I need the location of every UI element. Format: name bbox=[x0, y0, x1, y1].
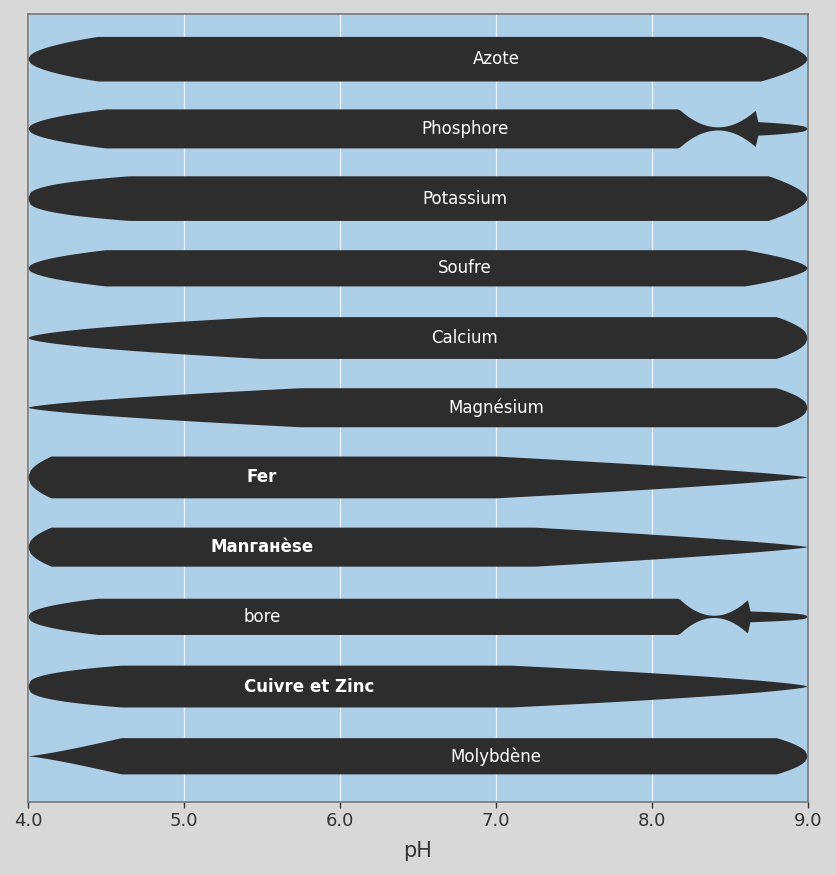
Polygon shape bbox=[28, 457, 808, 499]
Polygon shape bbox=[28, 250, 808, 286]
Polygon shape bbox=[28, 666, 808, 708]
Polygon shape bbox=[28, 528, 808, 567]
Polygon shape bbox=[28, 176, 808, 220]
Polygon shape bbox=[28, 317, 808, 359]
Polygon shape bbox=[28, 37, 808, 81]
Text: Molybdène: Molybdène bbox=[451, 747, 542, 766]
Text: Calcium: Calcium bbox=[431, 329, 498, 347]
Text: Cuivre et Zinc: Cuivre et Zinc bbox=[243, 677, 374, 696]
Text: Phosphore: Phosphore bbox=[421, 120, 508, 138]
Text: Soufre: Soufre bbox=[438, 259, 492, 277]
Polygon shape bbox=[28, 738, 808, 774]
X-axis label: pH: pH bbox=[404, 841, 432, 861]
Text: Fer: Fer bbox=[247, 468, 278, 486]
Text: Manганèse: Manганèse bbox=[211, 538, 314, 556]
Text: bore: bore bbox=[243, 608, 281, 626]
Text: Azote: Azote bbox=[472, 50, 519, 68]
Polygon shape bbox=[28, 109, 808, 149]
Polygon shape bbox=[28, 598, 808, 635]
Polygon shape bbox=[28, 388, 808, 427]
Text: Potassium: Potassium bbox=[422, 190, 507, 207]
Text: Magnésium: Magnésium bbox=[448, 398, 544, 417]
